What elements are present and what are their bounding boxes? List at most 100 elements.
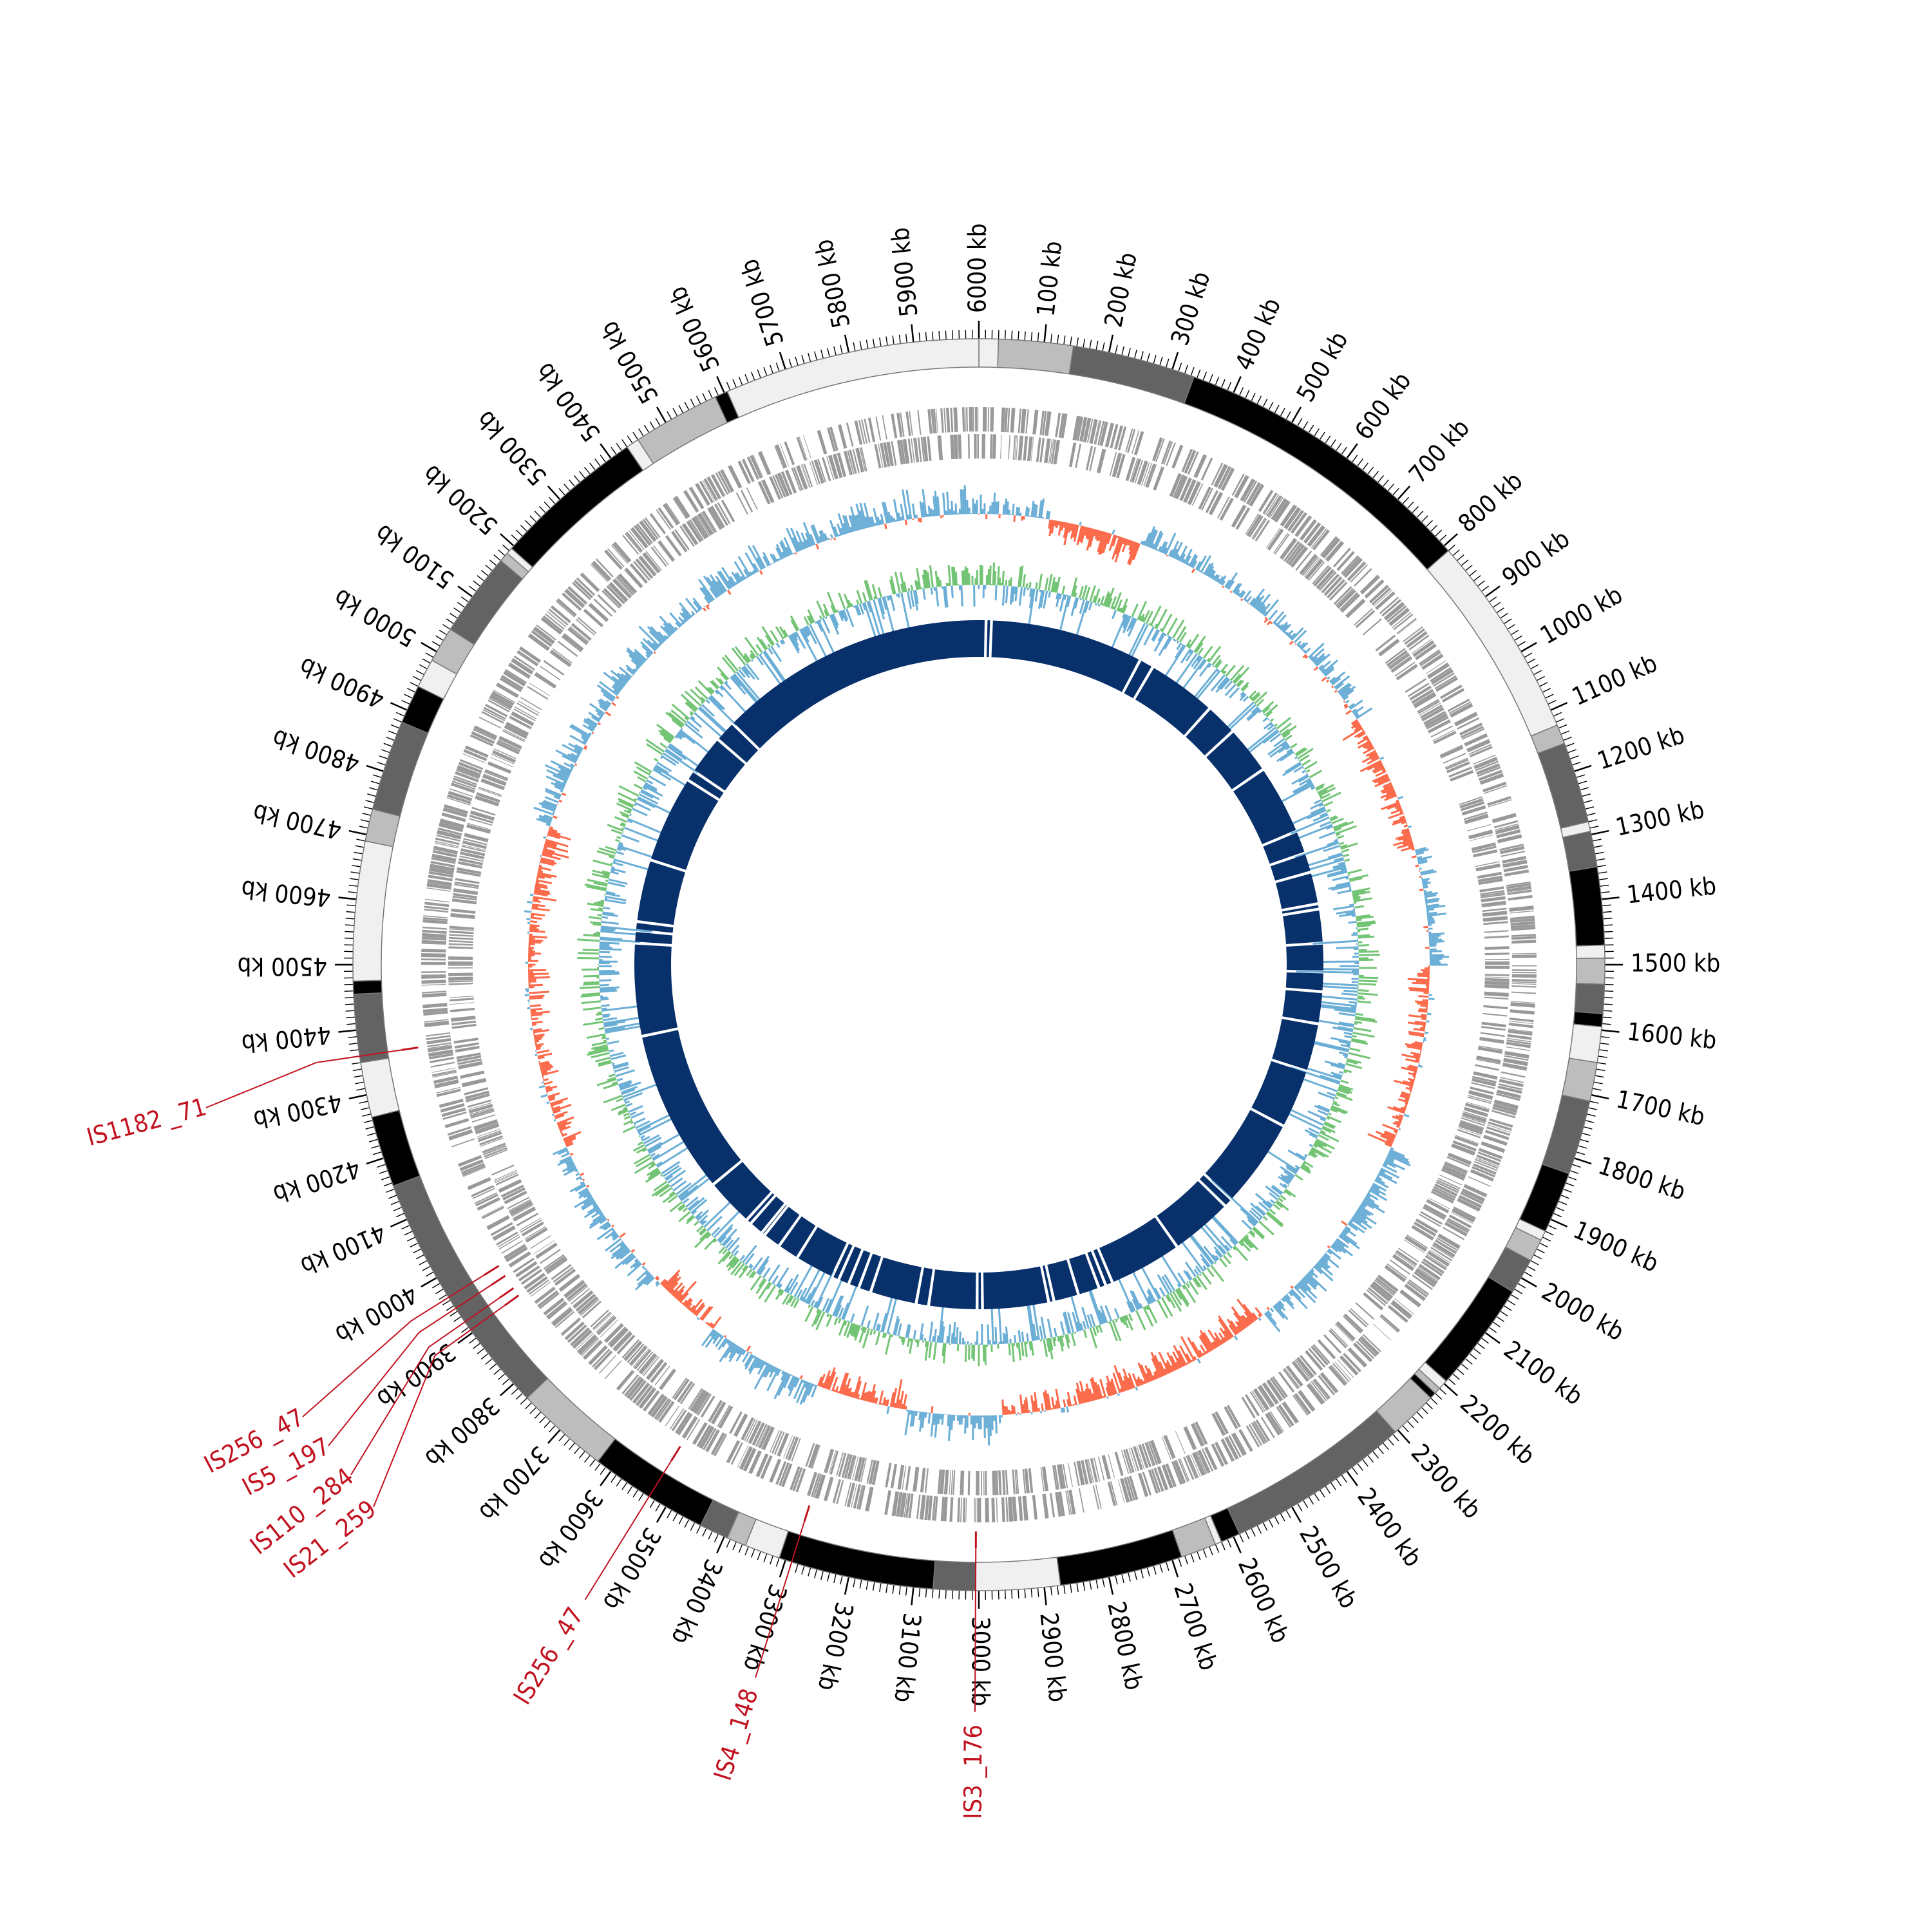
gc-skew-bar (817, 1376, 823, 1387)
cds-feature (940, 1497, 945, 1522)
contig-segment (450, 560, 524, 645)
gc-skew-bar (1030, 500, 1035, 517)
cds-feature (1197, 1450, 1211, 1473)
gc-skew-bar (1367, 761, 1383, 771)
gc-skew-bar (751, 571, 755, 575)
gc-skew-bar (709, 587, 718, 599)
cds-feature (650, 1396, 668, 1418)
gc-skew-bar (865, 516, 870, 528)
cds-feature (1502, 1062, 1528, 1071)
gc-content-bar (1018, 1330, 1021, 1343)
gc-skew-bar (753, 563, 759, 573)
gc-skew-bar (762, 556, 770, 567)
cds-feature (793, 467, 804, 491)
gc-content-bar (799, 1287, 808, 1301)
minor-tick (1406, 1421, 1414, 1428)
gc-content-bar (1262, 701, 1274, 713)
gc-content-bar (816, 1296, 824, 1309)
gc-skew-bar (1394, 804, 1401, 809)
cds-feature (913, 1466, 920, 1492)
cds-feature (643, 1356, 659, 1376)
gc-skew-bar (1025, 1397, 1029, 1414)
gc-content-bar (1318, 831, 1336, 839)
gc-content-bar (1210, 1178, 1259, 1224)
gc-content-bar (902, 1337, 906, 1345)
cds-feature (478, 788, 502, 797)
cds-feature (1282, 1401, 1299, 1424)
gc-content-bar (1059, 594, 1065, 612)
position-label: 900 kb (1497, 524, 1575, 592)
gc-content-bar (1127, 618, 1137, 637)
gc-skew-bar (1395, 1115, 1403, 1119)
cds-feature (811, 1473, 820, 1497)
minor-tick (410, 1242, 419, 1248)
cds-feature (1001, 407, 1006, 432)
cds-feature (1186, 1455, 1197, 1479)
gc-content-bar (832, 1295, 842, 1316)
cds-feature (616, 1334, 636, 1355)
gc-content-bar (734, 1262, 745, 1276)
minor-tick (594, 1463, 601, 1471)
cds-feature (849, 450, 857, 474)
gc-content-bar (611, 829, 623, 835)
position-label: 5300 kb (471, 405, 552, 491)
gc-skew-bar (1178, 545, 1188, 562)
gc-skew-bar (706, 576, 721, 596)
cds-feature (755, 1423, 768, 1447)
gc-skew-bar (551, 782, 565, 790)
gc-content-bar (1083, 1329, 1088, 1338)
cds-feature (511, 711, 535, 726)
cds-feature (1475, 863, 1501, 872)
cds-feature (1497, 1085, 1522, 1094)
minor-tick (1102, 1578, 1105, 1587)
gc-content-bar (674, 735, 679, 739)
minor-tick (395, 712, 405, 717)
cds-feature (905, 412, 911, 437)
gc-skew-bar (1018, 507, 1021, 516)
cds-feature (1390, 656, 1413, 673)
gc-skew-bar (936, 496, 940, 516)
minor-tick (1063, 1584, 1066, 1594)
major-tick (1346, 443, 1358, 459)
cds-feature (792, 1467, 803, 1492)
cds-feature (1253, 518, 1267, 540)
gc-skew-bar (591, 732, 594, 735)
gc-skew-bar (1374, 763, 1383, 770)
cds-feature (1423, 1206, 1445, 1220)
cds-feature (857, 1457, 866, 1482)
gc-skew-bar (545, 775, 566, 786)
minor-tick (1050, 334, 1053, 343)
gc-content-bar (788, 1295, 794, 1303)
cds-feature (1430, 667, 1452, 682)
gc-skew-bar (887, 511, 892, 523)
cds-feature (1375, 634, 1396, 652)
cds-feature (457, 867, 482, 875)
cds-feature (424, 1019, 449, 1023)
gc-skew-bar (795, 530, 806, 550)
gc-content-bar (1327, 840, 1339, 846)
minor-tick (1140, 351, 1144, 361)
gc-skew-bar (1410, 1052, 1421, 1056)
gc-content-bar (1184, 1262, 1197, 1278)
gc-skew-bar (611, 676, 625, 687)
cds-feature (1303, 522, 1321, 544)
minor-tick (770, 1555, 774, 1565)
gc-skew-bar (964, 1415, 967, 1434)
gc-skew-bar (685, 1299, 693, 1308)
gc-skew-bar (574, 763, 578, 766)
minor-tick (355, 845, 365, 848)
gc-content-bar (1148, 1295, 1153, 1303)
cds-feature (600, 1319, 618, 1338)
position-label: 1900 kb (1569, 1215, 1663, 1278)
cds-feature (422, 1007, 448, 1013)
minor-tick (1596, 1068, 1605, 1072)
gc-skew-bar (1128, 541, 1135, 554)
cds-feature (1371, 587, 1391, 606)
gc-skew-bar (645, 1268, 647, 1271)
cds-feature (1181, 448, 1193, 473)
gc-content-bar (1048, 591, 1052, 598)
minor-tick (379, 755, 388, 760)
gc-content-bar (1193, 1277, 1202, 1288)
cds-feature (965, 407, 968, 432)
cds-feature (1228, 1435, 1242, 1458)
